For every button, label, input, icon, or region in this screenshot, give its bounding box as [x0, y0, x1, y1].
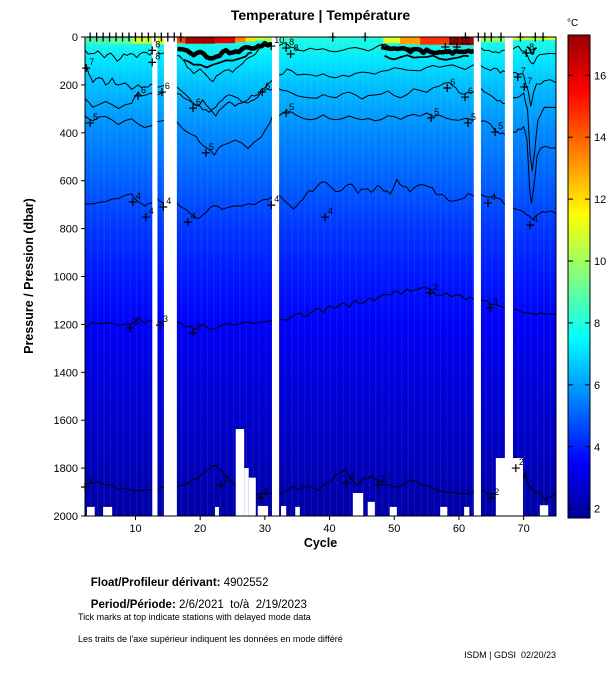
svg-text:800: 800 [60, 224, 78, 236]
svg-text:1800: 1800 [54, 463, 78, 475]
svg-text:5: 5 [498, 121, 503, 131]
svg-text:1600: 1600 [54, 415, 78, 427]
svg-text:200: 200 [60, 80, 78, 92]
svg-text:8: 8 [594, 318, 600, 330]
svg-text:5: 5 [93, 112, 98, 122]
svg-text:6: 6 [468, 86, 473, 96]
svg-text:10: 10 [448, 36, 458, 46]
svg-text:5: 5 [471, 112, 476, 122]
credit-stamp: ISDM | GDSI 02/20/23 [464, 650, 556, 660]
svg-text:70: 70 [518, 523, 530, 535]
svg-text:2: 2 [594, 504, 600, 516]
svg-text:7: 7 [521, 66, 526, 76]
svg-text:1000: 1000 [54, 272, 78, 284]
svg-text:4: 4 [149, 206, 154, 216]
svg-text:4: 4 [191, 211, 196, 221]
svg-text:7: 7 [89, 57, 94, 67]
svg-text:1400: 1400 [54, 367, 78, 379]
svg-text:600: 600 [60, 176, 78, 188]
svg-text:3: 3 [196, 322, 201, 332]
period-label: Period/Période: [90, 599, 176, 611]
svg-text:16: 16 [594, 70, 606, 82]
svg-text:6: 6 [141, 85, 146, 95]
svg-text:3: 3 [133, 317, 138, 327]
svg-text:10: 10 [129, 523, 141, 535]
x-axis-label: Cycle [303, 536, 338, 550]
svg-text:2: 2 [224, 474, 229, 484]
period-value: 2/6/2021 to/à 2/19/2023 [175, 599, 307, 611]
svg-text:4: 4 [328, 206, 333, 216]
svg-text:6: 6 [196, 97, 201, 107]
svg-text:1200: 1200 [54, 319, 78, 331]
svg-text:8: 8 [155, 39, 160, 49]
colorbar-unit-label: °C [567, 18, 579, 29]
page-title: Temperature | Température [230, 7, 411, 23]
svg-text:6: 6 [165, 81, 170, 91]
svg-text:30: 30 [259, 523, 271, 535]
svg-text:0: 0 [72, 32, 78, 44]
svg-text:5: 5 [434, 107, 439, 117]
svg-text:50: 50 [388, 523, 400, 535]
svg-text:20: 20 [194, 523, 206, 535]
svg-text:3: 3 [163, 314, 168, 324]
svg-text:4: 4 [594, 442, 600, 454]
svg-text:10: 10 [594, 256, 606, 268]
svg-text:2: 2 [263, 487, 268, 497]
svg-text:10: 10 [274, 35, 284, 45]
svg-text:4: 4 [274, 194, 279, 204]
svg-text:2: 2 [88, 476, 93, 486]
svg-text:8: 8 [529, 42, 534, 52]
float-id-line: Float/Profileur dérivant: 4902552 [78, 565, 269, 601]
svg-text:2: 2 [519, 457, 524, 467]
svg-text:8: 8 [155, 51, 160, 61]
svg-text:40: 40 [323, 523, 335, 535]
svg-text:2: 2 [381, 474, 386, 484]
svg-text:60: 60 [453, 523, 465, 535]
note-delayed-mode-en: Tick marks at top indicate stations with… [78, 612, 311, 622]
svg-text:6: 6 [265, 81, 270, 91]
float-id-label: Float/Profileur dérivant: [90, 577, 221, 589]
svg-text:7: 7 [527, 76, 532, 86]
svg-text:4: 4 [491, 192, 496, 202]
svg-text:14: 14 [594, 132, 606, 144]
svg-text:12: 12 [594, 194, 606, 206]
svg-text:400: 400 [60, 128, 78, 140]
svg-text:3: 3 [433, 282, 438, 292]
svg-text:2: 2 [494, 487, 499, 497]
svg-text:2000: 2000 [54, 511, 78, 523]
svg-text:6: 6 [450, 77, 455, 87]
float-id-value: 4902552 [220, 577, 269, 589]
note-delayed-mode-fr: Les traits de l'axe supérieur indiquent … [78, 634, 343, 644]
svg-text:2: 2 [349, 472, 354, 482]
svg-text:8: 8 [289, 37, 294, 47]
period-line: Period/Période: 2/6/2021 to/à 2/19/2023 [78, 587, 307, 623]
svg-text:4: 4 [533, 214, 538, 224]
svg-text:6: 6 [594, 380, 600, 392]
svg-text:8: 8 [294, 43, 299, 53]
svg-text:5: 5 [289, 102, 294, 112]
svg-text:3: 3 [493, 297, 498, 307]
svg-text:5: 5 [209, 142, 214, 152]
svg-text:4: 4 [136, 191, 141, 201]
svg-text:4: 4 [166, 196, 171, 206]
